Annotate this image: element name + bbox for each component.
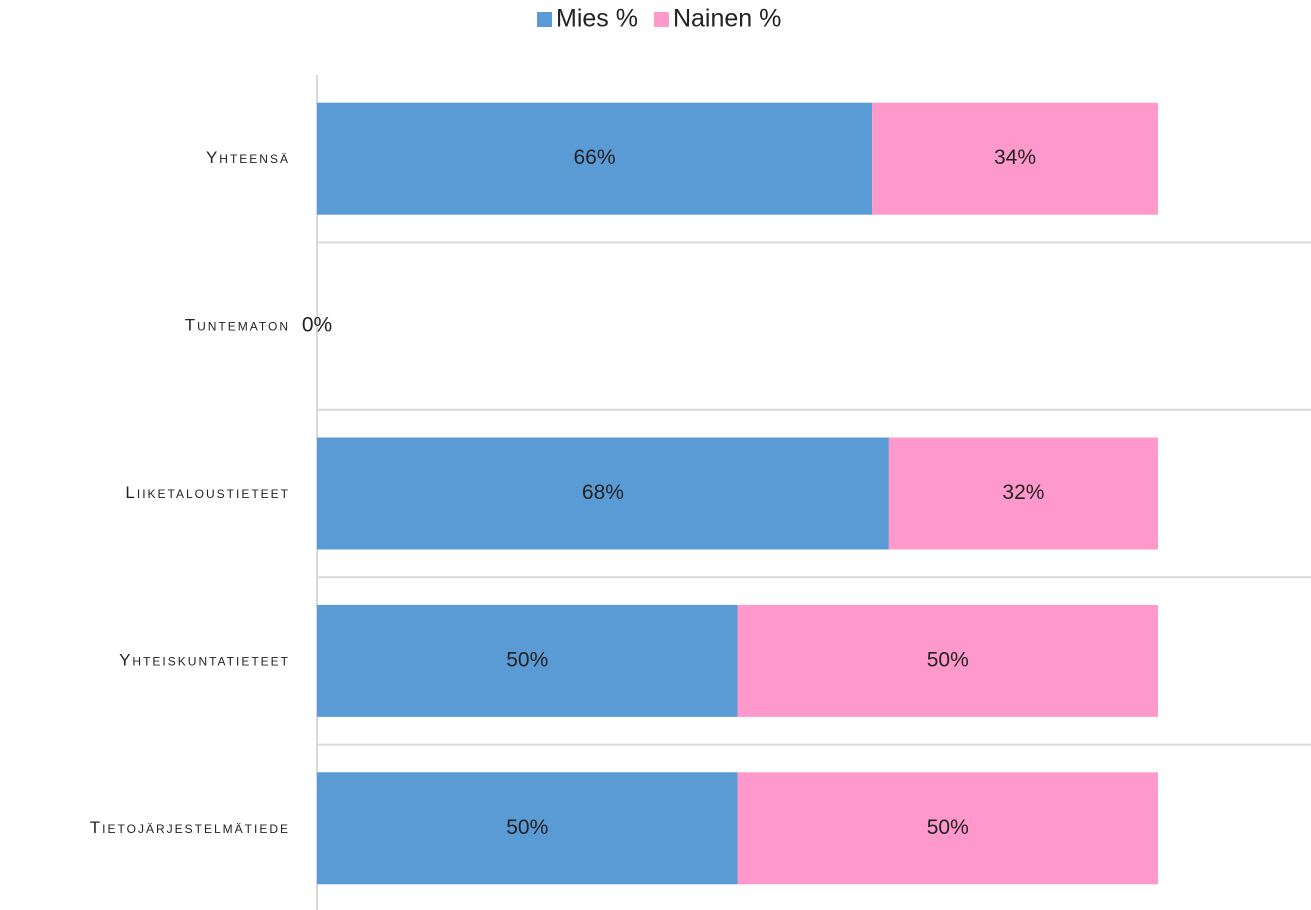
bar-segment	[317, 437, 889, 550]
bar-segment	[317, 604, 738, 717]
bar-segment	[737, 772, 1158, 885]
data-label: 66%	[574, 146, 616, 169]
bar-segment	[737, 604, 1158, 717]
bar-segment	[317, 102, 873, 215]
data-label: 50%	[927, 648, 969, 671]
bar-segment	[872, 102, 1158, 215]
category-label: Tuntematon	[185, 316, 290, 335]
data-label: 68%	[582, 481, 624, 504]
data-label: 50%	[506, 816, 548, 839]
data-label: 34%	[994, 146, 1036, 169]
category-label: Tietojärjestelmätiede	[90, 818, 290, 837]
data-label: 32%	[1002, 481, 1044, 504]
category-label: Yhteensä	[206, 148, 290, 167]
category-label: Yhteiskuntatieteet	[119, 650, 290, 669]
category-label: Liiketaloustieteet	[125, 483, 290, 502]
bar-segment	[317, 772, 738, 885]
data-label: 50%	[506, 648, 548, 671]
legend-swatch	[537, 12, 552, 27]
bar-segment	[888, 437, 1158, 550]
legend-label: Mies %	[556, 5, 638, 33]
legend-swatch	[653, 12, 669, 27]
data-label: 50%	[927, 816, 969, 839]
data-label: 0%	[302, 314, 332, 337]
legend-label: Nainen %	[673, 5, 781, 33]
